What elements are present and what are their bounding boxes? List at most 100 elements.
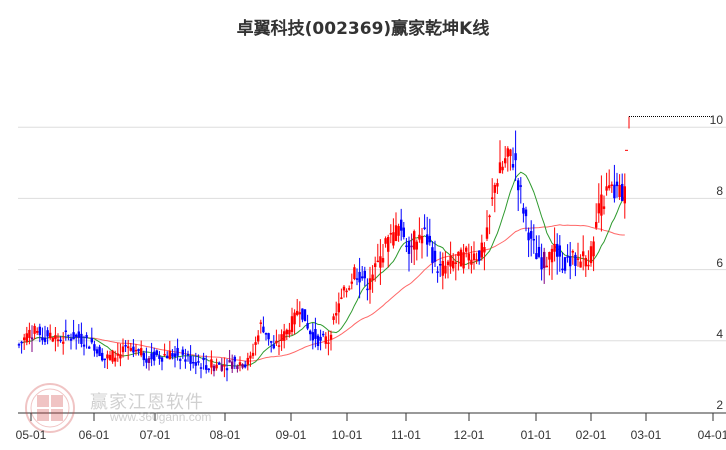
candle xyxy=(595,221,598,228)
candle xyxy=(322,333,325,336)
candle xyxy=(140,348,143,356)
candle xyxy=(400,219,403,231)
candle xyxy=(202,357,205,361)
candle xyxy=(498,162,502,174)
candle xyxy=(77,331,80,338)
candle xyxy=(483,247,486,253)
candle xyxy=(254,342,257,345)
candle xyxy=(488,215,491,218)
target-line xyxy=(625,116,712,151)
candle xyxy=(535,253,538,260)
candle xyxy=(407,240,411,254)
candle xyxy=(106,354,109,359)
candle xyxy=(561,268,564,271)
candle xyxy=(335,313,338,316)
candle xyxy=(371,274,374,281)
candle xyxy=(506,148,509,157)
candle xyxy=(238,362,242,366)
candle xyxy=(374,263,377,268)
candle xyxy=(454,262,457,264)
candle xyxy=(465,247,468,252)
candle xyxy=(72,332,75,340)
candle xyxy=(147,358,151,364)
watermark-url: www.360gann.com xyxy=(110,410,212,424)
candle xyxy=(366,288,369,291)
candle xyxy=(163,353,166,356)
candle xyxy=(602,206,606,209)
candle xyxy=(327,342,330,344)
candle xyxy=(293,312,296,325)
candle xyxy=(491,197,494,199)
candle xyxy=(179,359,182,361)
candle xyxy=(176,347,179,356)
candle xyxy=(103,358,106,361)
candle xyxy=(504,158,507,164)
candle xyxy=(129,348,132,351)
candle xyxy=(228,360,231,363)
candle xyxy=(467,253,470,261)
candle xyxy=(519,185,522,187)
candle xyxy=(384,238,387,244)
candle xyxy=(558,245,561,257)
candle xyxy=(67,334,70,337)
candle xyxy=(381,258,385,263)
candle xyxy=(59,339,62,342)
candle xyxy=(267,333,270,340)
candle xyxy=(145,358,148,363)
candle xyxy=(496,183,499,187)
candle xyxy=(405,245,408,248)
candle xyxy=(43,337,47,342)
candle xyxy=(410,245,413,248)
candle xyxy=(485,227,489,239)
candle xyxy=(207,368,210,371)
candle xyxy=(480,242,483,258)
ma-long-line xyxy=(21,224,625,362)
candle xyxy=(613,184,616,199)
candle xyxy=(283,331,286,341)
candle xyxy=(30,337,34,340)
candle xyxy=(36,330,39,333)
candle xyxy=(296,310,299,315)
candle xyxy=(379,256,382,268)
candle xyxy=(225,368,229,371)
candle xyxy=(348,288,351,290)
candle xyxy=(173,353,177,358)
candle xyxy=(28,329,31,338)
x-tick-label: 09-01 xyxy=(275,428,307,442)
candle xyxy=(199,367,203,369)
candle xyxy=(605,186,608,191)
candle xyxy=(259,322,262,324)
y-tick-label: 6 xyxy=(716,255,723,270)
candle xyxy=(288,329,291,335)
candle xyxy=(181,349,184,355)
candle xyxy=(236,365,239,369)
candle xyxy=(423,227,426,229)
candle xyxy=(241,364,244,368)
x-tick-label: 11-01 xyxy=(391,428,421,442)
candle xyxy=(111,350,114,362)
candle xyxy=(285,329,288,335)
candle xyxy=(332,316,335,320)
x-tick-label: 03-01 xyxy=(630,428,662,442)
candle xyxy=(584,257,587,267)
candle xyxy=(324,336,327,344)
candle xyxy=(205,365,208,370)
candle xyxy=(189,355,192,364)
moving-averages xyxy=(21,171,626,367)
candle xyxy=(475,259,478,261)
y-tick-label: 2 xyxy=(716,398,723,412)
candle xyxy=(592,241,595,257)
candle xyxy=(441,261,444,276)
candle xyxy=(608,185,611,189)
candle xyxy=(415,241,418,250)
candle xyxy=(345,290,348,293)
candle xyxy=(311,332,314,341)
x-axis xyxy=(18,412,726,421)
candle xyxy=(514,153,517,161)
candle xyxy=(244,364,247,368)
candle xyxy=(459,249,463,267)
candle xyxy=(569,256,572,267)
candle xyxy=(439,263,442,266)
candle xyxy=(355,278,359,280)
candle xyxy=(56,339,60,342)
